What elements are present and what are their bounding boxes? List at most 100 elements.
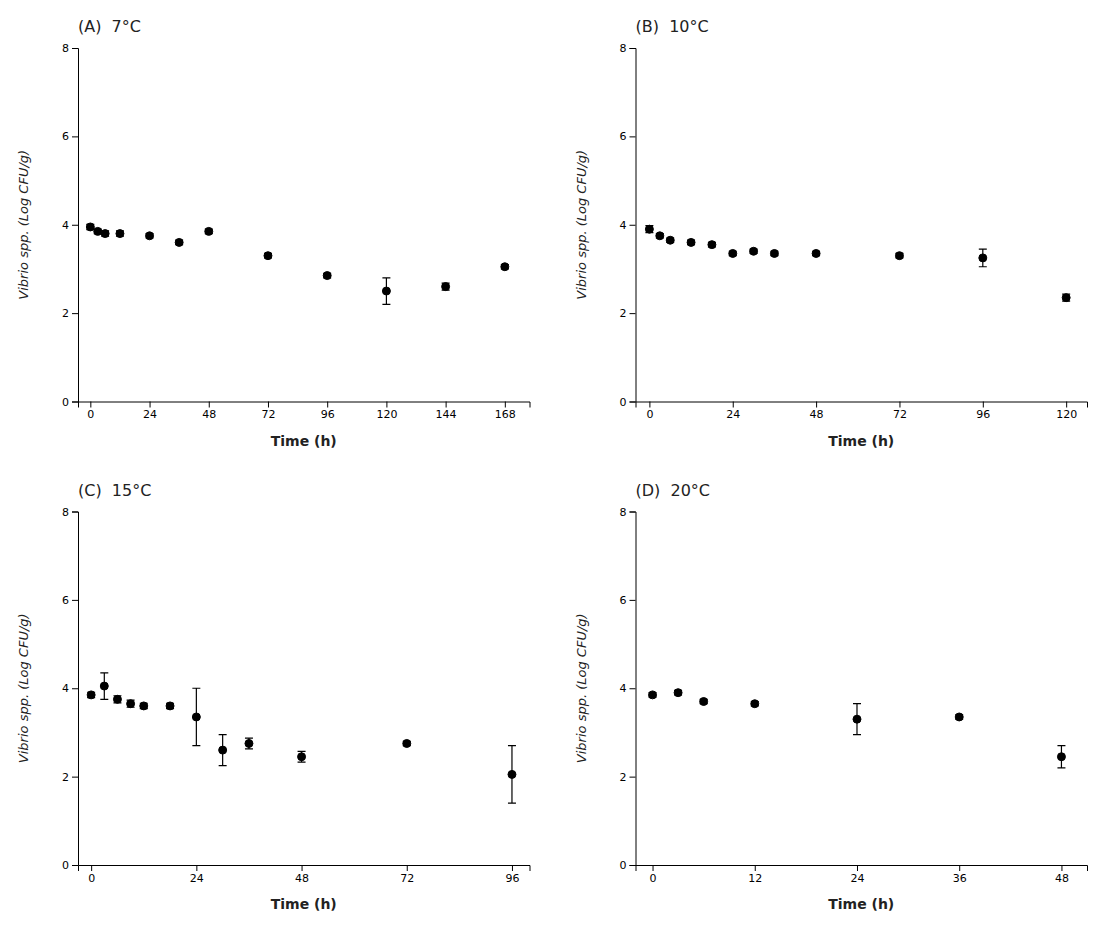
x-tick-label: 0 — [88, 872, 95, 885]
point — [86, 223, 94, 231]
plot-area: 02448729612002468(B) 10°CTime (h)Vibrio … — [574, 17, 1088, 449]
x-tick-label: 48 — [810, 408, 824, 421]
y-axis: 02468 — [620, 42, 637, 409]
error-bar — [853, 704, 861, 735]
point — [508, 770, 516, 778]
y-tick: 2 — [620, 307, 636, 320]
y-axis: 02468 — [620, 506, 637, 873]
x-tick-label: 96 — [321, 408, 335, 421]
error-bar — [382, 278, 390, 305]
x-tick: 36 — [953, 865, 967, 885]
y-tick: 6 — [62, 594, 78, 607]
y-tick-mark — [72, 402, 78, 403]
point — [192, 713, 200, 721]
error-bar — [100, 673, 108, 700]
x-tick-mark — [649, 402, 650, 408]
x-tick-mark — [899, 402, 900, 408]
error-bar — [192, 688, 200, 745]
point — [955, 713, 963, 721]
point — [175, 238, 183, 246]
x-tick-label: 0 — [650, 872, 657, 885]
point — [127, 700, 135, 708]
x-tick: 0 — [88, 865, 95, 885]
x-axis-line — [636, 402, 1088, 408]
error-bar — [127, 700, 135, 707]
x-tick-mark — [302, 865, 303, 871]
x-tick-label: 48 — [1055, 872, 1069, 885]
y-tick: 0 — [62, 396, 78, 409]
x-tick-mark — [653, 865, 654, 871]
y-axis-line — [72, 49, 79, 403]
point — [700, 698, 708, 706]
y-tick-label: 6 — [620, 594, 627, 607]
x-tick-label: 120 — [376, 408, 397, 421]
y-tick-mark — [72, 777, 78, 778]
point — [645, 225, 653, 233]
x-tick: 24 — [850, 865, 864, 885]
y-tick-mark — [630, 225, 636, 226]
x-axis-title: Time (h) — [271, 896, 337, 912]
y-tick-mark — [630, 48, 636, 49]
point — [729, 249, 737, 257]
y-tick: 8 — [62, 42, 78, 55]
y-tick-mark — [72, 313, 78, 314]
plot-area: 02448729602468(C) 15°CTime (h)Vibrio spp… — [16, 481, 530, 913]
y-tick: 0 — [62, 859, 78, 872]
error-bar — [245, 738, 253, 749]
point — [750, 247, 758, 255]
marks — [645, 225, 1070, 301]
x-tick: 24 — [143, 402, 157, 422]
y-tick-mark — [72, 865, 78, 866]
x-axis: 024487296120144168 — [79, 402, 531, 422]
x-tick-mark — [209, 402, 210, 408]
y-tick-mark — [72, 512, 78, 513]
y-tick: 4 — [620, 682, 636, 695]
y-tick-label: 0 — [620, 859, 627, 872]
figure: 02448729612014416802468(A) 7°CTime (h)Vi… — [0, 0, 1115, 927]
point — [853, 715, 861, 723]
x-tick-label: 48 — [295, 872, 309, 885]
x-tick-mark — [733, 402, 734, 408]
point — [245, 739, 253, 747]
point — [219, 746, 227, 754]
x-axis: 0 24 48 72 96 — [79, 865, 531, 885]
panel: 02448729612014416802468(A) 7°CTime (h)Vi… — [16, 17, 530, 449]
marks — [86, 223, 508, 304]
y-tick-mark — [630, 512, 636, 513]
y-tick-label: 8 — [62, 506, 69, 519]
y-tick-label: 0 — [620, 396, 627, 409]
y-tick-mark — [630, 777, 636, 778]
x-tick-label: 96 — [505, 872, 519, 885]
x-tick: 120 — [1056, 402, 1077, 422]
x-tick-mark — [983, 402, 984, 408]
x-tick-mark — [91, 865, 92, 871]
error-bar — [219, 735, 227, 766]
x-tick-label: 0 — [87, 408, 94, 421]
x-tick-mark — [857, 865, 858, 871]
x-tick: 0 — [650, 865, 657, 885]
y-tick-mark — [630, 865, 636, 866]
x-tick: 96 — [976, 402, 990, 422]
x-tick-mark — [446, 402, 447, 408]
y-tick-label: 6 — [620, 130, 627, 143]
y-tick: 8 — [620, 42, 636, 55]
y-tick-mark — [72, 600, 78, 601]
x-tick-mark — [959, 865, 960, 871]
x-tick: 0 — [87, 402, 94, 422]
y-tick-label: 8 — [620, 42, 627, 55]
y-tick-mark — [630, 600, 636, 601]
panel-title: (A) 7°C — [78, 17, 141, 36]
y-tick-mark — [72, 136, 78, 137]
point — [687, 238, 695, 246]
x-tick-label: 36 — [953, 872, 967, 885]
y-axis-title: Vibrio spp. (Log CFU/g) — [574, 150, 589, 300]
plot-area: 01224364802468(D) 20°CTime (h)Vibrio spp… — [574, 481, 1088, 913]
point — [751, 700, 759, 708]
x-tick-mark — [196, 865, 197, 871]
point — [100, 682, 108, 690]
x-tick-label: 72 — [400, 872, 414, 885]
y-tick: 6 — [62, 130, 78, 143]
x-tick-label: 24 — [190, 872, 204, 885]
x-tick: 0 — [646, 402, 653, 422]
point — [770, 249, 778, 257]
